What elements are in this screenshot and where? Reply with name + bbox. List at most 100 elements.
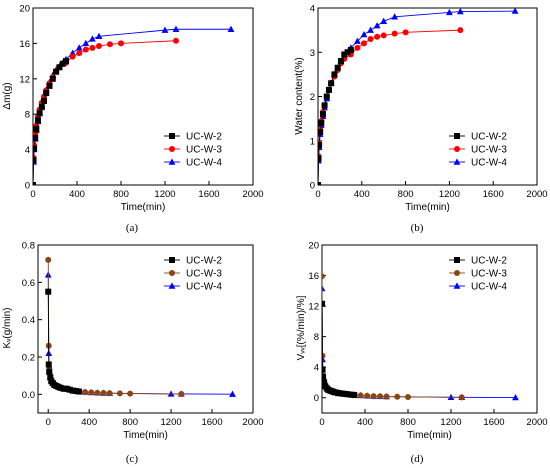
data-point (173, 37, 179, 44)
x-tick-label: 2000 (242, 189, 263, 200)
legend-label: UC-W-2 (186, 132, 222, 143)
legend-label: UC-W-2 (186, 256, 222, 267)
y-tick-label: 4 (310, 4, 315, 15)
series-line (322, 288, 516, 399)
series-line (47, 259, 182, 395)
data-point (106, 390, 113, 397)
data-point (344, 391, 351, 398)
x-tick-label: 1600 (198, 189, 219, 200)
data-point (89, 44, 96, 51)
y-tick-label: 0 (25, 181, 30, 192)
data-point (60, 385, 67, 392)
data-point (318, 182, 321, 185)
x-tick-label: 1600 (201, 417, 222, 428)
x-axis-label: Time(min) (121, 202, 166, 213)
series-line (318, 49, 352, 185)
data-point (511, 8, 519, 14)
data-point (46, 368, 53, 375)
legend-label: UC-W-4 (471, 282, 507, 293)
data-point (94, 389, 101, 396)
data-point (75, 388, 82, 395)
x-tick-label: 400 (69, 189, 85, 200)
data-point (172, 25, 180, 32)
panel-2: 0 400 800 1200 1600 2000 0 1 2 3 4 Time(min) Water c… (294, 4, 548, 235)
data-point (127, 390, 134, 397)
data-point (367, 26, 374, 33)
data-point (321, 102, 328, 109)
data-point (49, 75, 56, 82)
y-axis-label: Vᵥᵥ[(%/min)/%] (296, 295, 307, 360)
data-point (344, 49, 351, 56)
data-point (370, 393, 377, 400)
data-point (456, 8, 464, 15)
x-tick-label: 0 (46, 417, 51, 428)
legend-marker (454, 133, 460, 139)
data-point (347, 47, 354, 54)
data-point (34, 117, 41, 124)
x-axis-label: Time(min) (405, 202, 450, 213)
panels: 0 400 800 1200 1600 2000048121620Time(min)Δm(… (2, 4, 548, 466)
legend-marker (169, 257, 175, 263)
panel-4: 0 400 800 1200 1600 2000 0 4 8 12 16 20 Time(min) Vᵥᵥ… (296, 241, 548, 466)
x-tick-label: 0 (315, 189, 320, 200)
legend-label: UC-W-3 (471, 269, 507, 280)
legend: UC-W-2 UC-W-3 UC-W-4 (449, 256, 507, 293)
y-tick-label: 0.8 (22, 241, 35, 252)
x-tick-label: 0 (319, 417, 324, 428)
data-point (82, 39, 90, 47)
data-point (354, 44, 361, 51)
series-uc-w-2 (322, 300, 358, 399)
data-point (318, 142, 323, 149)
data-point (341, 51, 348, 58)
y-axis-label: Δm(g) (2, 82, 13, 109)
y-axis-label: Kᵥ(g/min) (2, 308, 13, 349)
legend-label: UC-W-3 (471, 145, 507, 156)
plot-area (44, 256, 236, 397)
series-line (318, 29, 461, 185)
data-point (360, 40, 367, 47)
data-point (318, 155, 322, 162)
y-tick-label: 16 (308, 271, 319, 282)
data-point (178, 390, 185, 397)
x-tick-label: 1200 (154, 189, 175, 200)
legend-marker (453, 158, 461, 165)
legend-marker (453, 282, 461, 289)
y-tick-label: 16 (19, 39, 30, 50)
data-point (357, 392, 364, 399)
series-uc-w-4 (322, 284, 519, 401)
data-point (53, 68, 60, 75)
data-point (41, 97, 47, 104)
data-point (338, 390, 345, 397)
legend-label: UC-W-4 (186, 158, 222, 169)
data-point (322, 366, 326, 373)
legend-marker (168, 282, 176, 289)
data-point (391, 30, 398, 37)
data-point (322, 300, 325, 307)
y-tick-label: 20 (19, 4, 30, 15)
data-point (383, 393, 390, 400)
data-point (374, 33, 381, 40)
data-point (318, 128, 324, 135)
y-tick-label: 8 (314, 332, 319, 343)
x-tick-label: 1200 (439, 189, 460, 200)
data-point (360, 30, 368, 38)
data-point (373, 22, 381, 29)
y-tick-label: 0.0 (22, 390, 35, 401)
data-point (82, 389, 89, 396)
data-point (33, 135, 39, 142)
x-axis-label: Time(min) (407, 430, 452, 441)
legend: UC-W-2 UC-W-3 UC-W-4 (164, 256, 222, 293)
x-tick-label: 2000 (242, 417, 263, 428)
data-point (348, 391, 355, 398)
data-point (96, 43, 102, 50)
plot-area (318, 8, 519, 185)
data-point (69, 387, 76, 394)
data-point (322, 273, 325, 280)
panel-caption: (b) (411, 222, 424, 234)
legend-label: UC-W-4 (186, 282, 222, 293)
data-point (59, 60, 66, 67)
legend-marker (169, 133, 175, 139)
legend-marker (169, 146, 175, 152)
panel-caption: (d) (411, 453, 424, 465)
data-point (38, 104, 45, 111)
